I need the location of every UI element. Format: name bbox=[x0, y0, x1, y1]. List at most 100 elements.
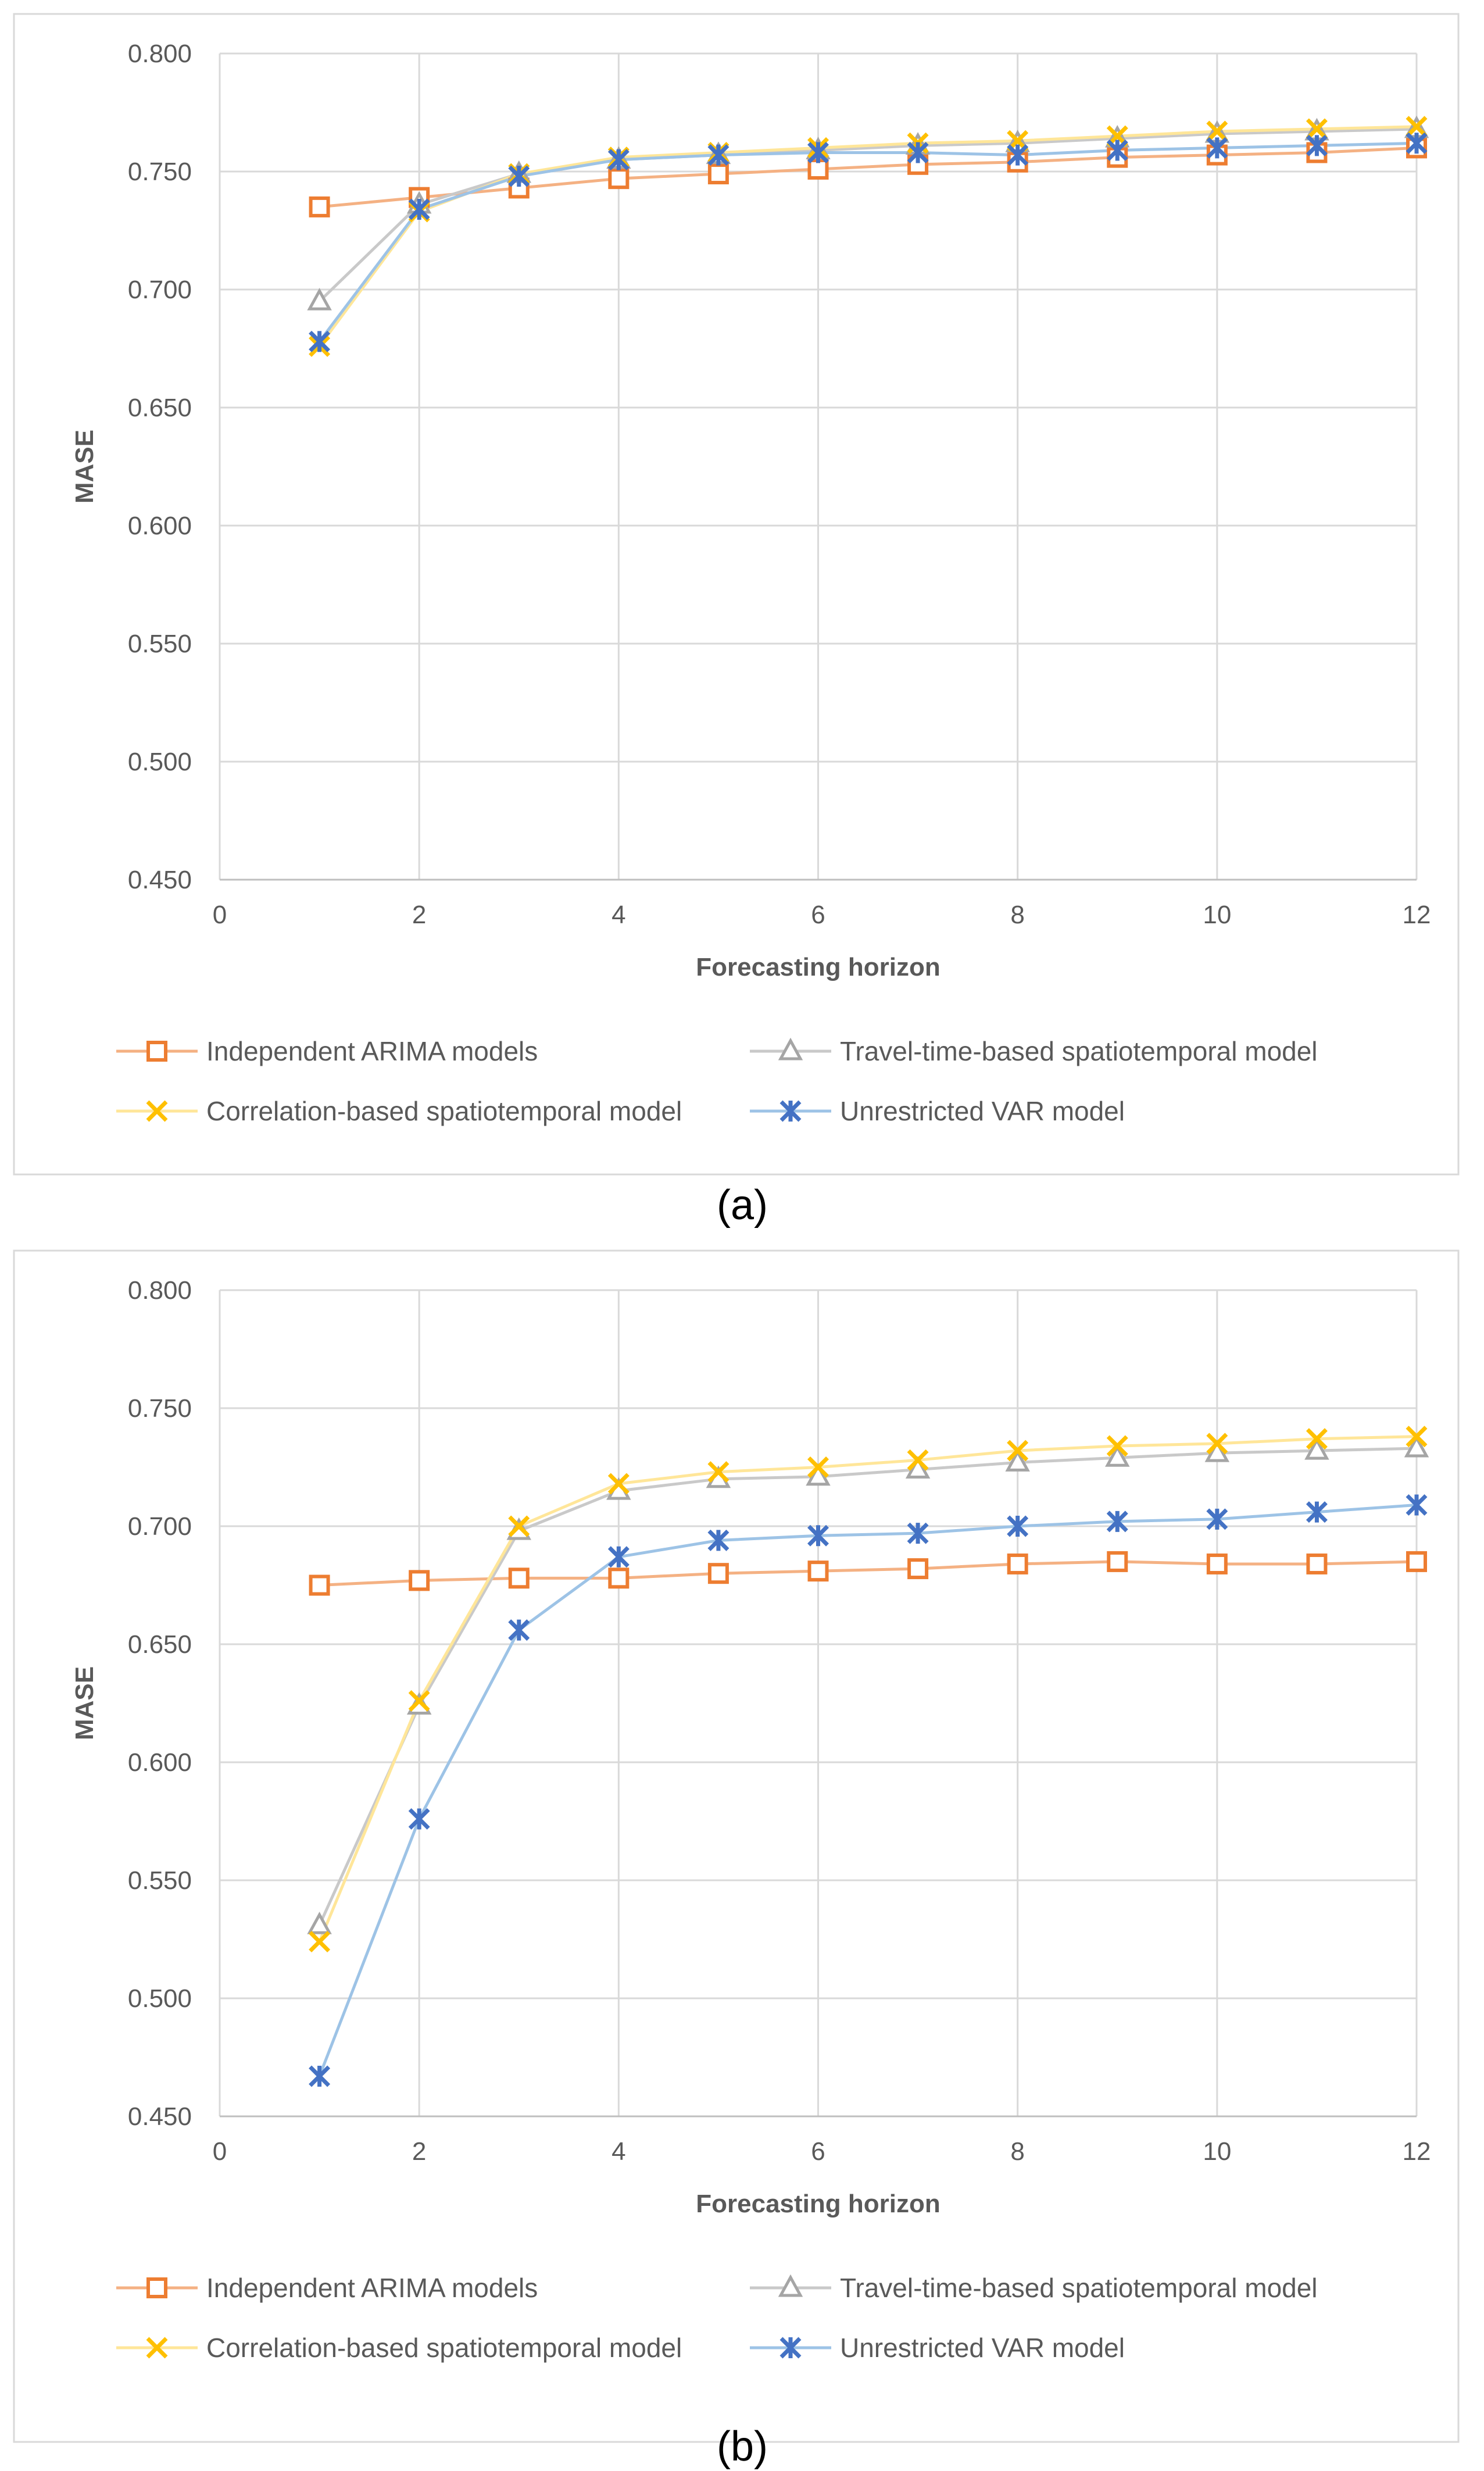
legend-entry[interactable]: Unrestricted VAR model bbox=[750, 1096, 1125, 1126]
data-point-series-4 bbox=[408, 1808, 430, 1830]
data-point-series-4 bbox=[309, 2065, 331, 2087]
legend-marker-icon bbox=[779, 1100, 802, 1122]
data-point-series-4 bbox=[807, 142, 829, 163]
x-axis-title: Forecasting horizon bbox=[696, 953, 940, 981]
data-point-series-4 bbox=[508, 165, 530, 187]
legend-label: Unrestricted VAR model bbox=[840, 2333, 1125, 2363]
series-line-1 bbox=[319, 1560, 1417, 1587]
data-point-series-3 bbox=[309, 1931, 331, 1953]
legend-label: Independent ARIMA models bbox=[206, 1036, 538, 1066]
legend-label: Unrestricted VAR model bbox=[840, 1096, 1125, 1126]
data-point-series-2 bbox=[1005, 1449, 1030, 1472]
series-line-2 bbox=[318, 1447, 1417, 1926]
data-point-series-1 bbox=[309, 1574, 330, 1596]
x-tick-label: 12 bbox=[1403, 901, 1431, 929]
x-tick-label: 8 bbox=[1010, 901, 1024, 929]
chart-a: 0.450 0.500 0.550 0.600 0.650 0.700 0.750 0.800… bbox=[13, 13, 1460, 1229]
y-tick-label: 0.600 bbox=[128, 512, 192, 540]
chart-caption: (b) bbox=[717, 2423, 768, 2470]
data-point-series-4 bbox=[1406, 132, 1428, 154]
data-point-series-3 bbox=[1206, 120, 1228, 142]
chart-frame bbox=[13, 1249, 1460, 2443]
y-tick-label: 0.550 bbox=[128, 630, 192, 658]
legend-entry[interactable]: Independent ARIMA models bbox=[116, 1036, 538, 1066]
y-tick-label: 0.500 bbox=[128, 1984, 192, 2013]
x-tick-label: 6 bbox=[811, 901, 825, 929]
data-point-series-4 bbox=[1206, 1508, 1228, 1530]
data-point-series-1 bbox=[1406, 1551, 1427, 1572]
data-point-series-1 bbox=[608, 1567, 630, 1589]
x-tick-label: 4 bbox=[612, 901, 625, 929]
legend-entry[interactable]: Correlation-based spatiotemporal model bbox=[116, 1096, 682, 1126]
y-tick-label: 0.700 bbox=[128, 1512, 192, 1541]
legend-marker-icon bbox=[146, 2277, 167, 2298]
data-point-series-1 bbox=[807, 1561, 829, 1582]
legend-entry[interactable]: Correlation-based spatiotemporal model bbox=[116, 2333, 682, 2363]
data-point-series-3 bbox=[607, 1473, 630, 1495]
data-point-series-4 bbox=[1206, 137, 1228, 159]
x-tick-label: 2 bbox=[412, 901, 426, 929]
data-point-series-2 bbox=[307, 1911, 332, 1934]
y-axis-title: MASE bbox=[70, 1666, 99, 1740]
data-point-series-4 bbox=[408, 198, 430, 220]
y-tick-label: 0.450 bbox=[128, 2102, 192, 2131]
data-point-series-4 bbox=[1007, 144, 1029, 166]
y-tick-label: 0.750 bbox=[128, 1394, 192, 1423]
data-point-series-4 bbox=[1306, 1501, 1328, 1523]
data-point-series-4 bbox=[907, 1522, 929, 1544]
x-tick-label: 4 bbox=[612, 2137, 625, 2166]
data-point-series-3 bbox=[1106, 1435, 1128, 1457]
series-line-1 bbox=[319, 146, 1417, 209]
data-point-series-2 bbox=[1304, 1437, 1329, 1460]
data-point-series-3 bbox=[1206, 1433, 1228, 1455]
series-line-4 bbox=[318, 141, 1417, 342]
legend-label: Independent ARIMA models bbox=[206, 2273, 538, 2303]
data-point-series-4 bbox=[1306, 134, 1328, 156]
data-point-series-4 bbox=[807, 1524, 829, 1547]
legend-label: Travel-time-based spatiotemporal model bbox=[840, 1036, 1318, 1066]
data-point-series-1 bbox=[1107, 1551, 1128, 1572]
legend-entry[interactable]: Independent ARIMA models bbox=[116, 2273, 538, 2303]
x-tick-label: 10 bbox=[1203, 2137, 1231, 2166]
y-axis-title: MASE bbox=[70, 430, 99, 504]
data-point-series-4 bbox=[309, 330, 331, 352]
data-point-series-2 bbox=[1204, 1439, 1230, 1462]
legend-marker-icon bbox=[146, 1100, 168, 1122]
data-point-series-2 bbox=[905, 1456, 931, 1479]
y-tick-label: 0.650 bbox=[128, 1630, 192, 1659]
y-tick-label: 0.550 bbox=[128, 1866, 192, 1895]
data-point-series-3 bbox=[1406, 1426, 1428, 1448]
data-point-series-3 bbox=[807, 1456, 829, 1478]
x-tick-label: 6 bbox=[811, 2137, 825, 2166]
data-point-series-3 bbox=[1406, 116, 1428, 138]
data-point-series-1 bbox=[707, 163, 729, 185]
data-point-series-2 bbox=[307, 288, 332, 310]
x-axis-title: Forecasting horizon bbox=[696, 2190, 940, 2218]
x-tick-label: 10 bbox=[1203, 901, 1231, 929]
chart-b: 0.450 0.500 0.550 0.600 0.650 0.700 0.750 0.800… bbox=[13, 1249, 1460, 2470]
legend-entry[interactable]: Travel-time-based spatiotemporal model bbox=[750, 2273, 1318, 2303]
y-tick-label: 0.450 bbox=[128, 866, 192, 894]
data-point-series-1 bbox=[1306, 1553, 1328, 1574]
data-point-series-4 bbox=[607, 149, 630, 171]
series-line-3 bbox=[318, 125, 1417, 347]
legend-marker-icon bbox=[778, 2274, 803, 2297]
data-point-series-4 bbox=[707, 144, 730, 166]
data-point-series-1 bbox=[309, 196, 330, 217]
x-tick-label: 0 bbox=[213, 901, 227, 929]
data-point-series-3 bbox=[1306, 1428, 1328, 1450]
chart-frame bbox=[13, 13, 1460, 1176]
legend-label: Correlation-based spatiotemporal model bbox=[206, 2333, 682, 2363]
data-point-series-4 bbox=[607, 1546, 630, 1568]
series-line-3 bbox=[318, 1435, 1417, 1942]
data-point-series-2 bbox=[806, 1463, 831, 1486]
data-point-series-4 bbox=[1106, 1511, 1128, 1533]
legend-entry[interactable]: Travel-time-based spatiotemporal model bbox=[750, 1036, 1318, 1066]
data-point-series-1 bbox=[1007, 1553, 1028, 1574]
chart-caption: (a) bbox=[717, 1182, 768, 1229]
data-point-series-1 bbox=[409, 1570, 430, 1591]
legend-entry[interactable]: Unrestricted VAR model bbox=[750, 2333, 1125, 2363]
data-point-series-4 bbox=[1106, 139, 1128, 161]
data-point-series-3 bbox=[1007, 1440, 1029, 1462]
